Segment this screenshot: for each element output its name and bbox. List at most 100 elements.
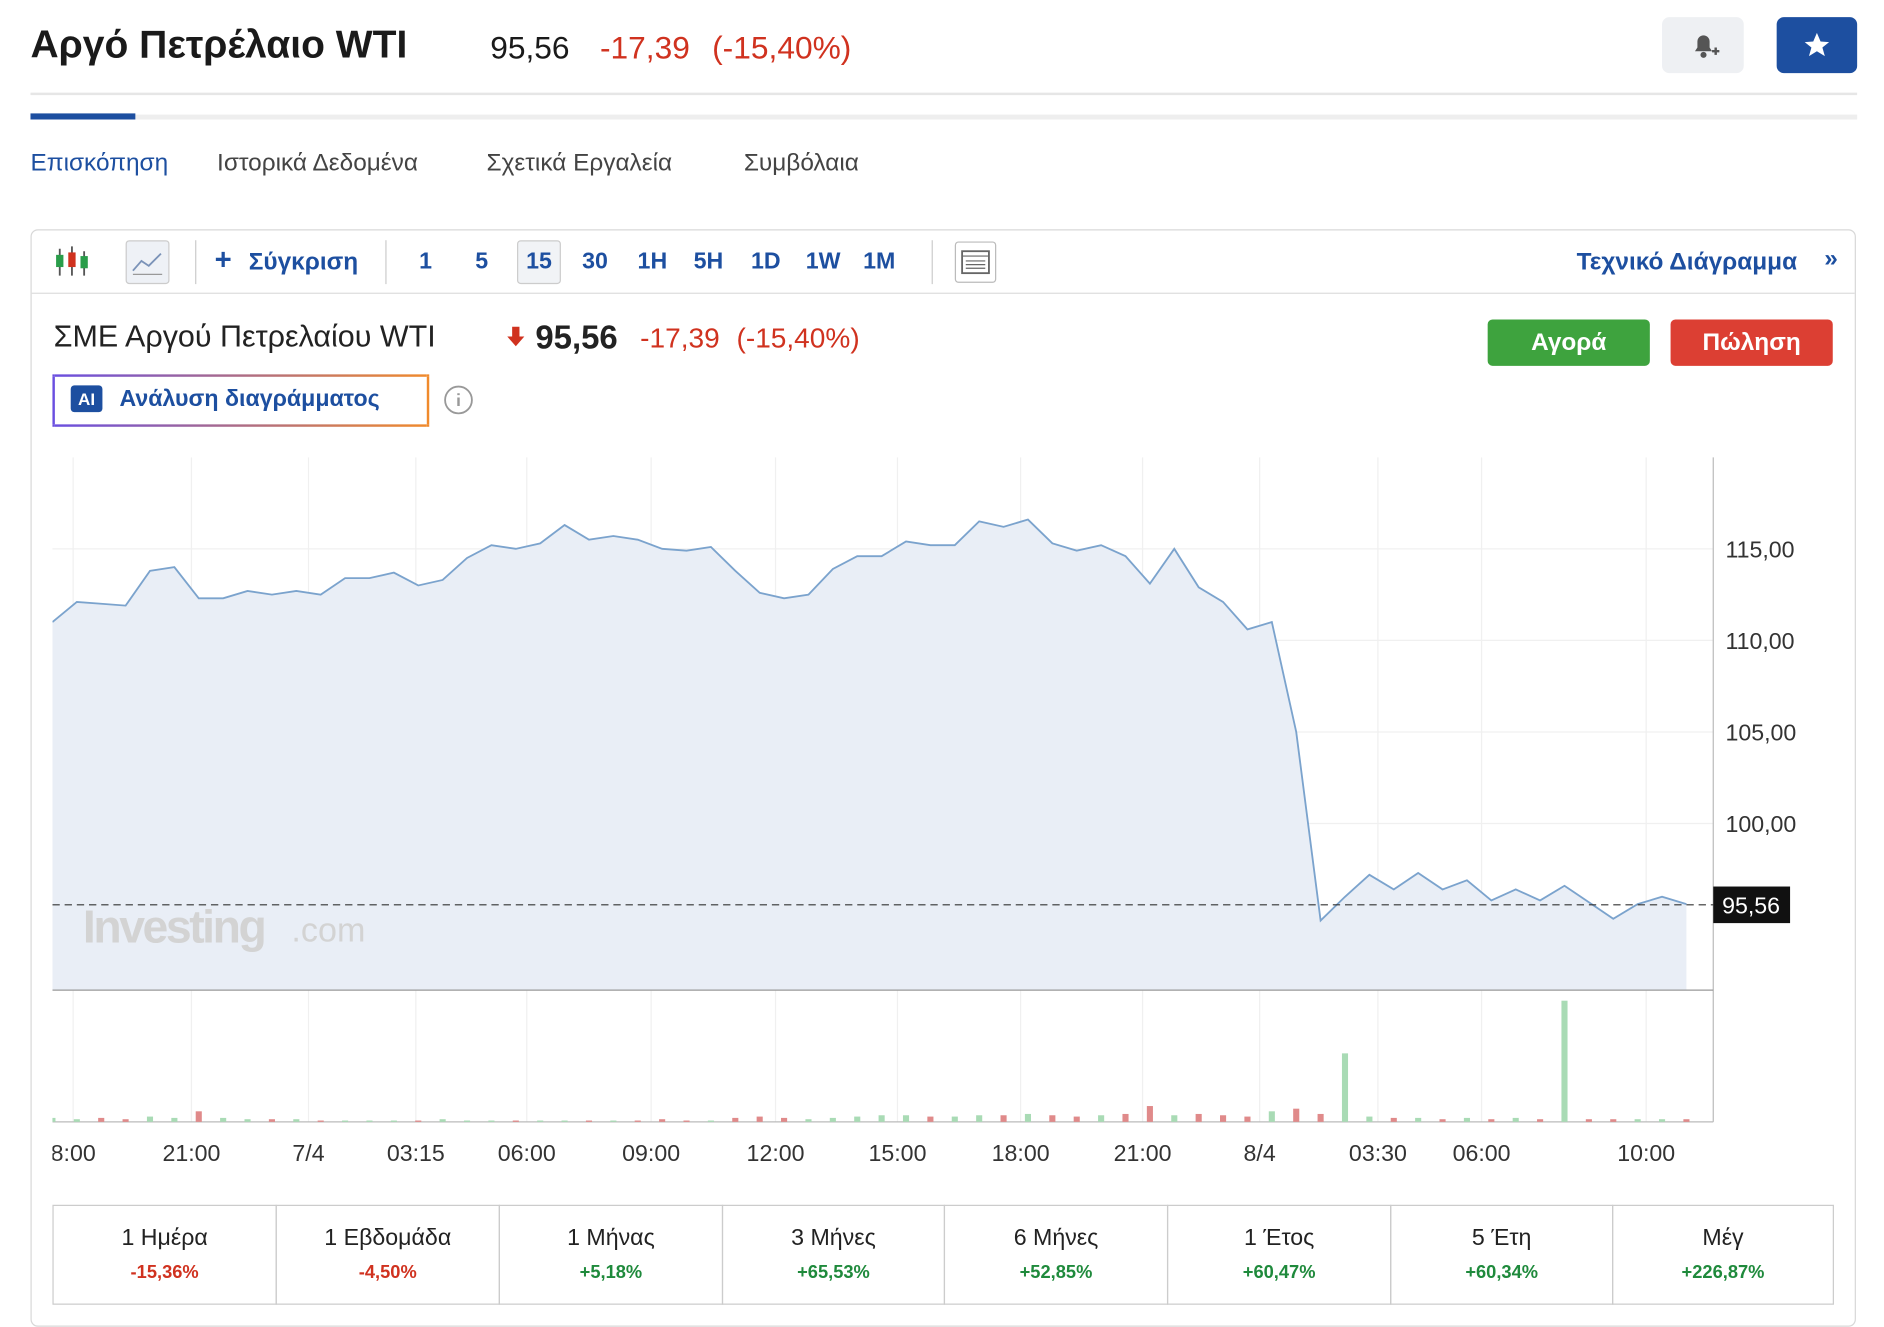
buy-button[interactable]: Αγορά — [1487, 319, 1650, 366]
compare-button[interactable]: Σύγκριση — [248, 248, 359, 276]
separator — [195, 240, 197, 285]
x-tick-label: 06:00 — [1453, 1140, 1511, 1166]
volume-bar — [829, 1117, 836, 1122]
volume-bar — [781, 1117, 788, 1122]
volume-bar — [1610, 1119, 1617, 1122]
y-tick-label: 105,00 — [1725, 719, 1796, 745]
ai-label: Ανάλυση διαγράμματος — [119, 386, 380, 413]
candle-icon[interactable] — [54, 244, 91, 281]
period-cell: 5 Έτη +60,34% — [1390, 1204, 1614, 1305]
volume-bar — [732, 1117, 739, 1122]
volume-bar — [1390, 1117, 1397, 1122]
volume-bar — [1049, 1115, 1056, 1122]
volume-bar — [1341, 1053, 1349, 1122]
interval-selected[interactable]: 15 — [517, 240, 561, 285]
volume-bar — [1366, 1116, 1373, 1122]
ai-button[interactable] — [52, 374, 430, 427]
plus-icon: + — [214, 243, 232, 277]
y-tick-label: 100,00 — [1725, 811, 1796, 837]
alert-button[interactable] — [1662, 17, 1744, 74]
period-label: 1 Έτος — [1243, 1225, 1315, 1252]
volume-bar — [512, 1120, 519, 1122]
volume-bar — [1244, 1116, 1251, 1122]
volume-bar — [268, 1119, 275, 1122]
x-tick-label: 8:00 — [52, 1140, 95, 1166]
x-tick-label: 06:00 — [498, 1140, 556, 1166]
x-tick-label: 15:00 — [869, 1140, 927, 1166]
volume-bar — [878, 1115, 885, 1122]
volume-bar — [1122, 1113, 1129, 1122]
volume-bar — [976, 1115, 983, 1122]
tab[interactable]: Επισκόπηση — [30, 149, 169, 177]
period-value: +5,18% — [579, 1262, 643, 1283]
last-price-box — [1713, 886, 1791, 924]
volume-bar — [805, 1119, 812, 1122]
interval[interactable]: 1H — [637, 248, 668, 275]
volume-bar — [146, 1116, 154, 1122]
interval[interactable]: 1D — [750, 248, 781, 275]
interval[interactable]: 30 — [582, 248, 608, 275]
volume-bar — [317, 1120, 324, 1122]
tab[interactable]: Σχετικά Εργαλεία — [486, 149, 673, 177]
volume-bar — [1220, 1115, 1227, 1122]
volume-bar — [1537, 1119, 1544, 1122]
info-icon[interactable] — [443, 384, 475, 416]
area-icon[interactable] — [125, 240, 170, 285]
layout-icon[interactable] — [954, 241, 997, 283]
volume-bar — [1561, 1000, 1568, 1122]
volume-bar — [366, 1120, 373, 1122]
volume-bar — [122, 1119, 129, 1122]
volume-bar — [488, 1120, 495, 1122]
volume-bar — [1683, 1119, 1690, 1122]
volume-bar — [171, 1117, 178, 1122]
interval[interactable]: 1M — [863, 248, 896, 275]
title: Αργό Πετρέλαιο WTI — [30, 21, 408, 66]
ai-badge: AI — [70, 385, 103, 413]
volume-bar — [927, 1116, 934, 1122]
instrument-price: 95,56 — [535, 319, 618, 357]
volume-bar — [463, 1120, 471, 1122]
sell-button[interactable]: Πώληση — [1670, 319, 1833, 366]
period-cell: 3 Μήνες +65,53% — [721, 1204, 946, 1305]
volume-bar — [1634, 1119, 1641, 1122]
volume-bar — [415, 1120, 422, 1122]
period-value: +226,87% — [1681, 1262, 1765, 1283]
tab[interactable]: Συμβόλαια — [743, 149, 859, 177]
chevron: » — [1824, 245, 1838, 272]
bell-icon — [1694, 35, 1719, 58]
y-tick-label: 115,00 — [1725, 536, 1794, 562]
volume-bar — [1000, 1115, 1007, 1122]
toolbar-divider — [31, 292, 1855, 294]
tab-track — [30, 114, 1858, 120]
interval[interactable]: 1 — [419, 248, 433, 275]
volume-bar — [220, 1117, 227, 1122]
volume-bar — [390, 1120, 397, 1122]
down-arrow — [507, 326, 525, 347]
volume-bar — [854, 1116, 861, 1122]
price: 95,56 — [490, 29, 570, 66]
interval[interactable]: 1W — [805, 248, 841, 275]
period-cell: Μέγ +226,87% — [1612, 1204, 1834, 1305]
volume-bar — [439, 1119, 446, 1122]
watchlist-button[interactable] — [1776, 17, 1858, 74]
volume-bar — [1268, 1111, 1275, 1122]
separator — [931, 240, 933, 285]
period-value: -15,36% — [130, 1262, 199, 1283]
volume-bar — [1146, 1106, 1153, 1122]
period-cell: 1 Ημέρα -15,36% — [52, 1204, 277, 1305]
volume-bar — [683, 1120, 690, 1122]
interval[interactable]: 5H — [693, 248, 724, 275]
x-tick-label: 21:00 — [162, 1140, 220, 1166]
period-label: 1 Ημέρα — [121, 1225, 208, 1252]
volume-bar — [1073, 1116, 1080, 1122]
technical-link[interactable]: Τεχνικό Διάγραμμα — [1576, 248, 1798, 276]
tab[interactable]: Ιστορικά Δεδομένα — [217, 149, 418, 177]
period-label: 1 Εβδομάδα — [324, 1225, 452, 1252]
x-tick-label: 21:00 — [1114, 1140, 1172, 1166]
period-cell: 6 Μήνες +52,85% — [943, 1204, 1169, 1305]
volume-bar — [1585, 1119, 1592, 1122]
volume-bar — [1488, 1119, 1495, 1122]
interval[interactable]: 5 — [475, 248, 489, 275]
volume-bar — [561, 1120, 568, 1122]
volume-bar — [293, 1119, 300, 1122]
